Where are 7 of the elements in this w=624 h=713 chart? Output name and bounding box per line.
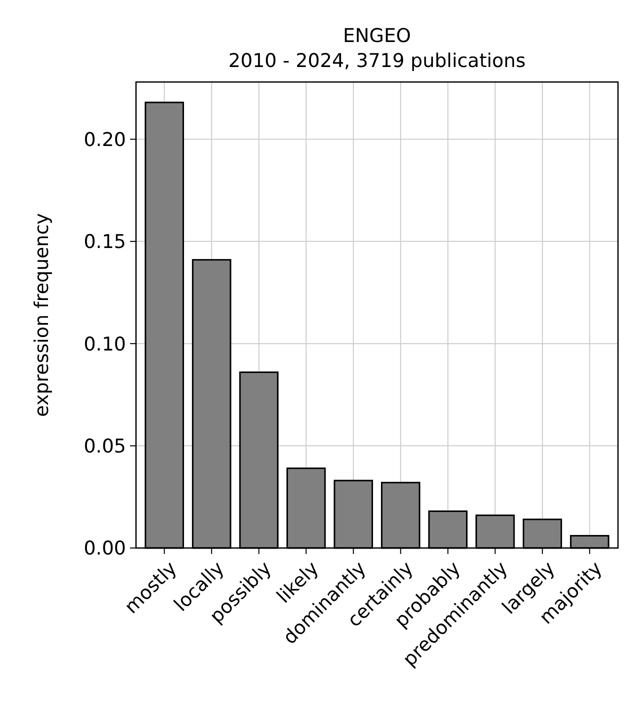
y-tick-label: 0.05 bbox=[84, 435, 126, 458]
y-tick-label: 0.20 bbox=[84, 128, 126, 151]
y-tick-label: 0.00 bbox=[84, 538, 126, 560]
chart-title: ENGEO 2010 - 2024, 3719 publications bbox=[228, 25, 526, 72]
y-axis-title: expression frequency bbox=[31, 213, 53, 417]
y-tick-label: 0.15 bbox=[84, 231, 126, 254]
y-tick-label: 0.10 bbox=[84, 333, 126, 356]
